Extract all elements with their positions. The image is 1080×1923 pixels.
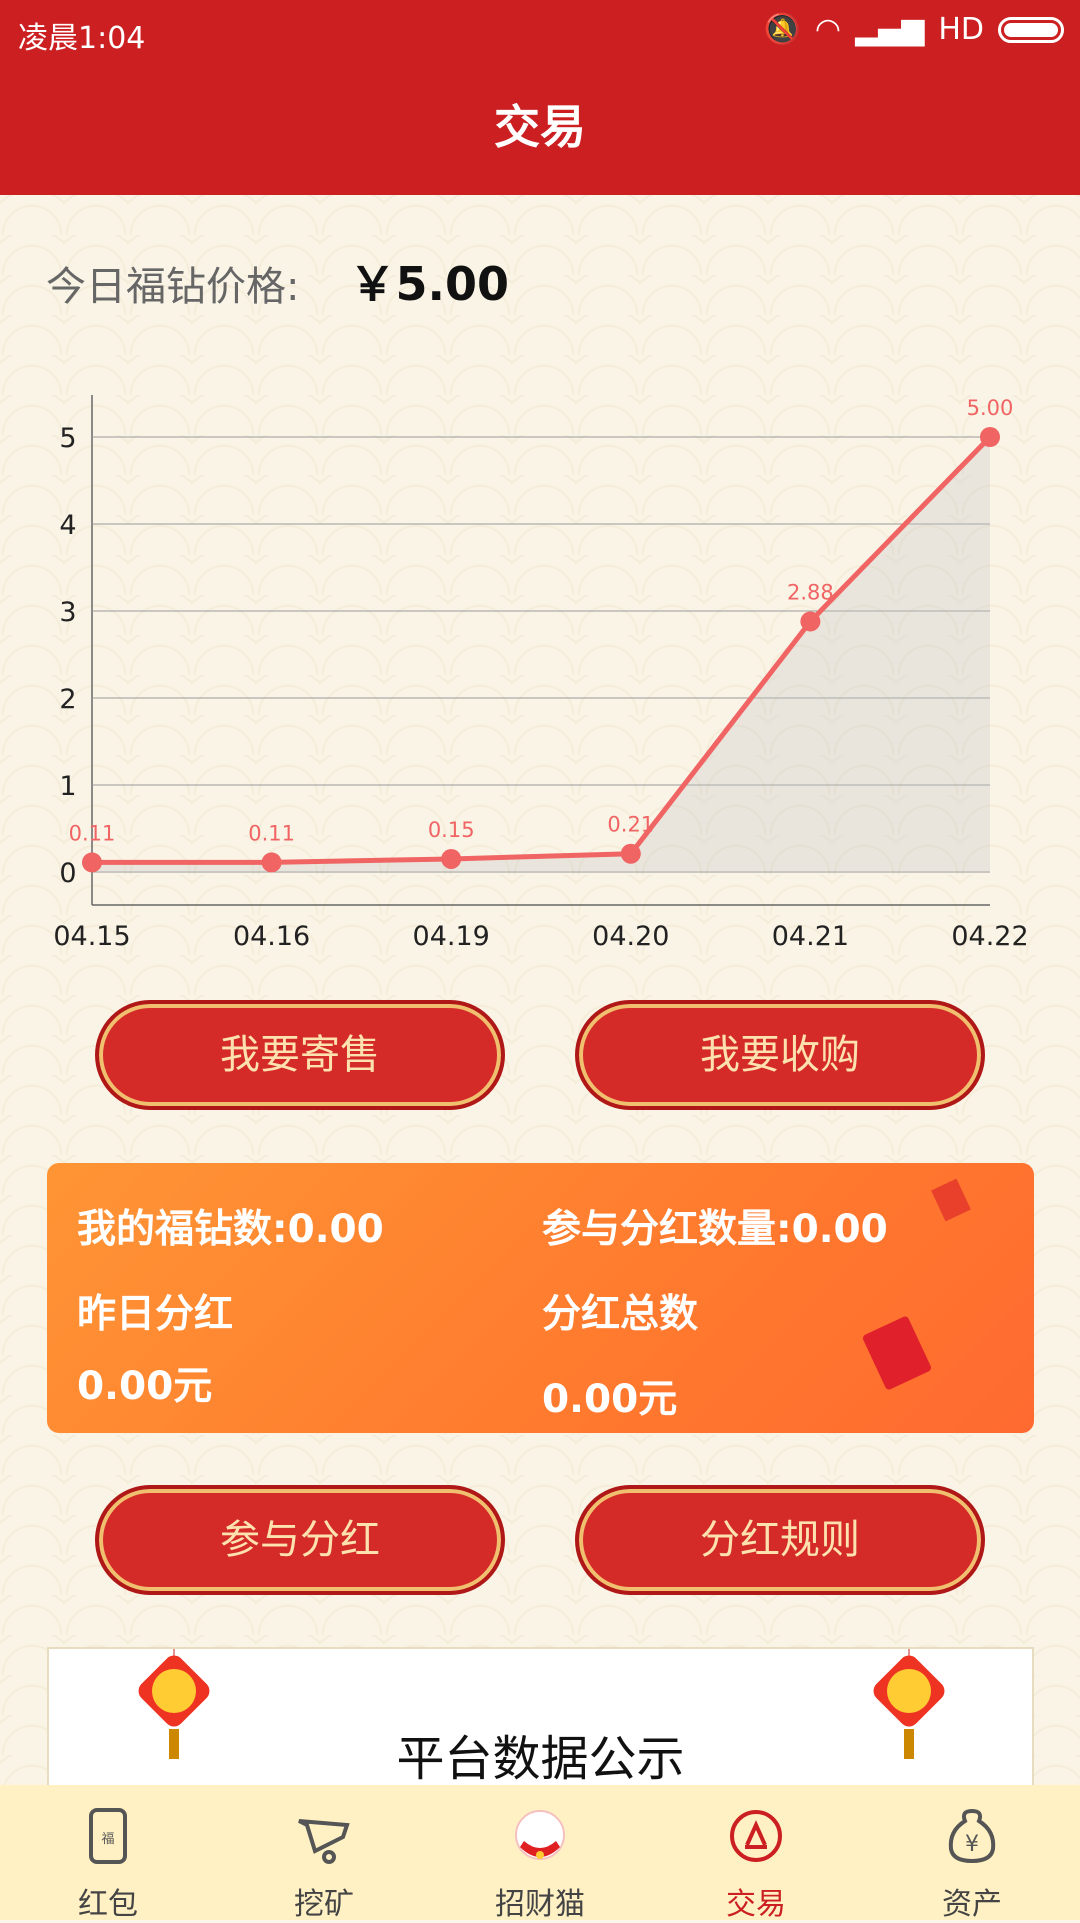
price-line xyxy=(92,435,992,865)
join-dividend-button[interactable]: 参与分红 xyxy=(95,1485,505,1595)
area-fill xyxy=(92,437,990,872)
nav-label: 挖矿 xyxy=(294,1887,354,1922)
nav-label: 红包 xyxy=(78,1887,138,1922)
y-tick-label: 1 xyxy=(59,771,76,802)
lantern-icon xyxy=(873,1649,945,1759)
svg-text:福: 福 xyxy=(101,1832,114,1847)
data-label: 5.00 xyxy=(967,396,1014,420)
y-tick-label: 0 xyxy=(59,858,76,889)
x-tick-label: 04.21 xyxy=(772,921,849,952)
data-point xyxy=(620,843,641,864)
sell-button[interactable]: 我要寄售 xyxy=(95,1000,505,1110)
bottom-nav: 福红包 挖矿 招财猫 交易 ¥ 资产 xyxy=(0,1785,1080,1922)
data-point xyxy=(261,852,282,873)
data-label: 0.15 xyxy=(428,818,475,842)
x-tick-label: 04.16 xyxy=(233,921,310,952)
price-label: 今日福钻价格: xyxy=(46,264,300,310)
red-envelope-icon: 福 xyxy=(89,1808,127,1864)
mute-icon: 🔕 xyxy=(763,12,801,47)
data-point xyxy=(800,611,821,632)
data-point xyxy=(441,848,462,869)
svg-text:¥: ¥ xyxy=(965,1832,979,1857)
x-tick-label: 04.22 xyxy=(951,921,1028,952)
nav-label: 交易 xyxy=(726,1887,786,1922)
x-tick-label: 04.20 xyxy=(592,921,669,952)
data-label: 0.21 xyxy=(607,813,654,837)
signal-icon: ▂▄▆ xyxy=(855,12,925,47)
x-tick-label: 04.15 xyxy=(53,921,130,952)
status-bar: 凌晨1:04 🔕 ◠ ▂▄▆ HD xyxy=(0,0,1080,60)
nav-label: 资产 xyxy=(942,1887,1002,1922)
data-point xyxy=(980,427,1000,447)
lantern-icon xyxy=(138,1649,210,1759)
data-label: 0.11 xyxy=(69,821,116,845)
red-envelope-decoration xyxy=(861,1315,933,1391)
buy-button[interactable]: 我要收购 xyxy=(575,1000,985,1110)
today-price: 今日福钻价格: ￥5.00 xyxy=(46,248,509,314)
total-dividend-value: 0.00元 xyxy=(542,1377,678,1422)
data-label: 0.11 xyxy=(248,821,295,845)
data-point xyxy=(82,852,102,873)
y-tick-label: 4 xyxy=(59,510,76,541)
price-chart: 0 1 2 3 4 5 0.11 04.15 0.11 04.16 0.15 04.19 0.21 04.… xyxy=(53,395,1029,952)
status-time: 凌晨1:04 xyxy=(18,21,146,56)
page-title: 交易 xyxy=(0,60,1080,195)
price-value: ￥5.00 xyxy=(349,257,509,311)
nav-item-assets[interactable]: ¥ 资产 xyxy=(864,1785,1080,1922)
total-dividend-label: 分红总数 xyxy=(542,1292,699,1337)
trade-icon xyxy=(730,1810,782,1862)
mining-cart-icon xyxy=(298,1819,350,1864)
nav-label: 招财猫 xyxy=(495,1887,585,1922)
platform-data-panel: 平台数据公示 xyxy=(47,1647,1034,1807)
nav-item-mining[interactable]: 挖矿 xyxy=(216,1785,432,1922)
dividend-card: 我的福钻数:0.00 参与分红数量:0.00 昨日分红 0.00元 分红总数 0… xyxy=(47,1163,1034,1433)
wifi-icon: ◠ xyxy=(814,12,842,47)
money-bag-icon: ¥ xyxy=(948,1808,996,1864)
platform-data-title: 平台数据公示 xyxy=(396,1731,685,1787)
yesterday-dividend-value: 0.00元 xyxy=(77,1364,213,1409)
lucky-cat-icon xyxy=(515,1810,565,1860)
data-label: 2.88 xyxy=(787,580,834,604)
nav-item-red-envelope[interactable]: 福红包 xyxy=(0,1785,216,1922)
y-tick-label: 3 xyxy=(59,597,76,628)
x-tick-label: 04.19 xyxy=(413,921,490,952)
dividend-rules-button[interactable]: 分红规则 xyxy=(575,1485,985,1595)
nav-item-trade[interactable]: 交易 xyxy=(648,1785,864,1922)
red-envelope-decoration xyxy=(931,1178,971,1222)
dividend-quantity: 参与分红数量:0.00 xyxy=(542,1207,888,1252)
battery-icon xyxy=(998,16,1064,43)
y-tick-label: 2 xyxy=(59,684,76,715)
yesterday-dividend-label: 昨日分红 xyxy=(77,1292,234,1337)
network-type: HD xyxy=(938,12,984,47)
y-tick-label: 5 xyxy=(59,423,76,454)
nav-item-lucky-cat[interactable]: 招财猫 xyxy=(432,1785,648,1922)
my-diamonds: 我的福钻数:0.00 xyxy=(77,1207,384,1252)
